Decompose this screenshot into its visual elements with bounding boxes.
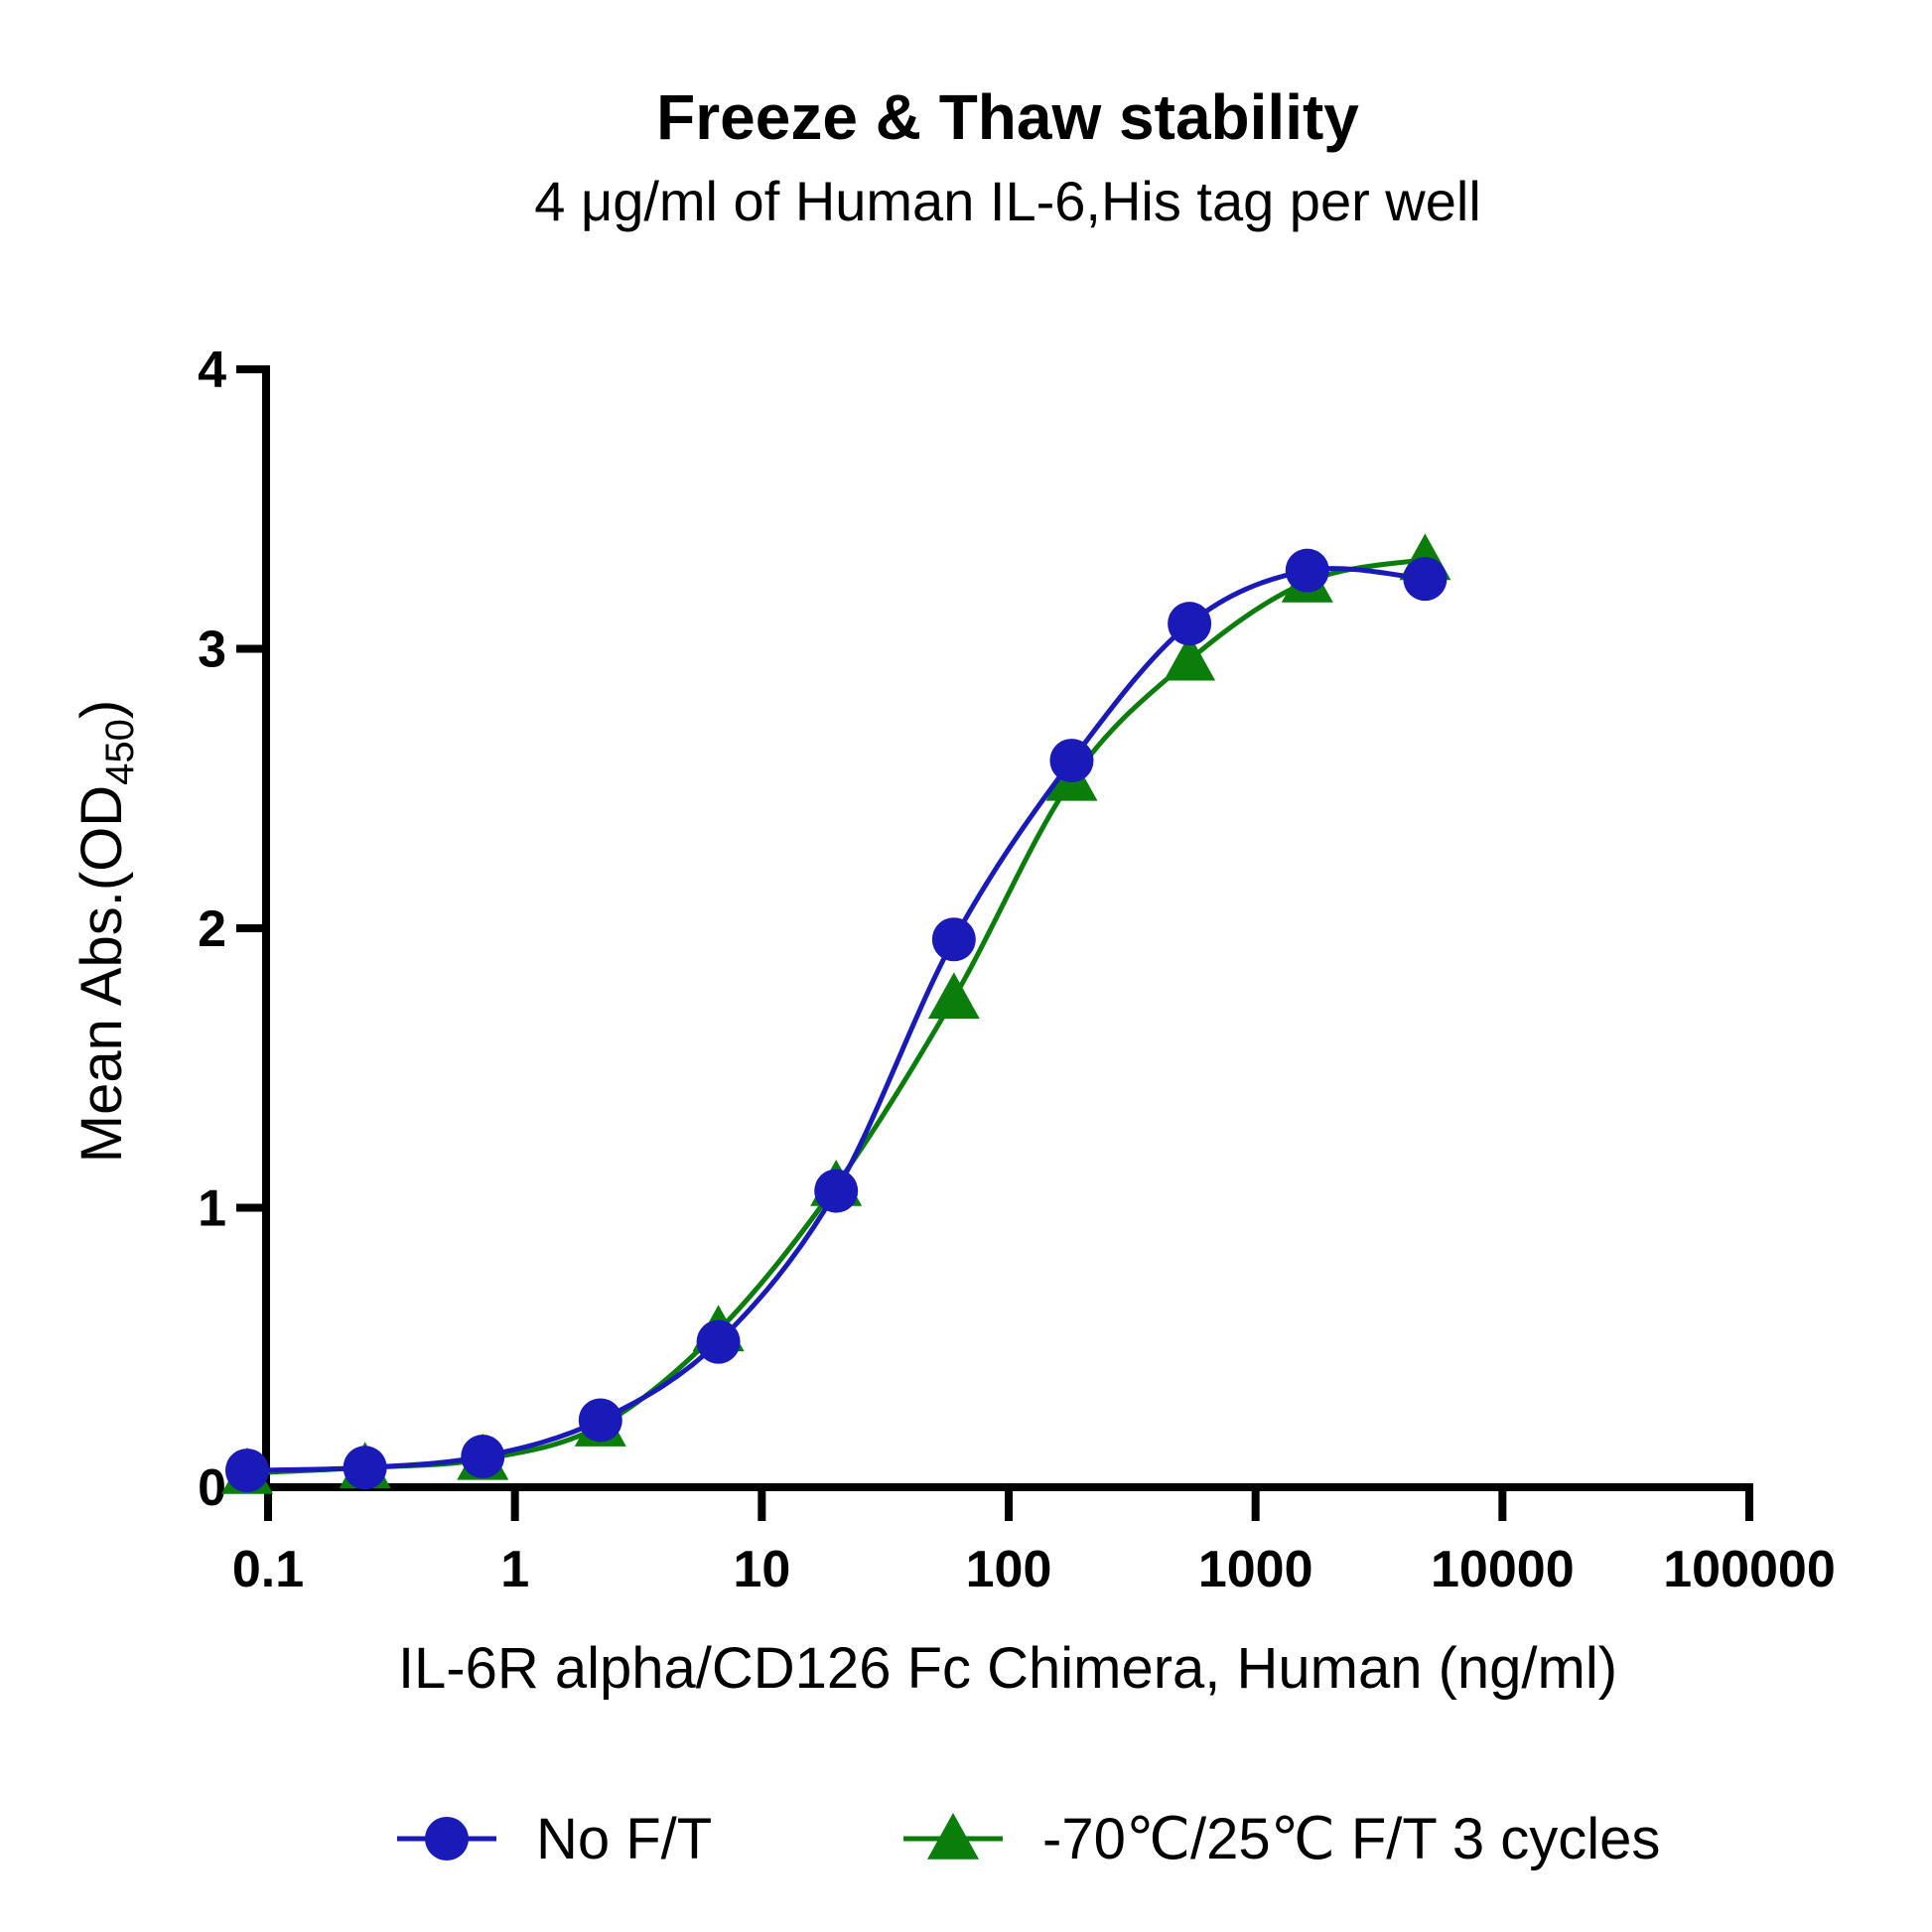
data-point-no-ft [1403,557,1448,602]
y-axis-label-main: Mean Abs.(OD [69,785,134,1163]
y-tick-label: 3 [198,621,226,679]
legend-label-no-ft: No F/T [536,1807,712,1871]
chart-subtitle: 4 μg/ml of Human IL-6,His tag per well [534,170,1481,232]
x-tick-label: 0.1 [232,1541,304,1598]
legend-marker-ft-3-cycles [927,1813,979,1860]
series-line-ft-3-cycles [246,556,1426,1476]
legend-marker-no-ft [425,1817,469,1861]
x-tick-label: 10 [733,1541,790,1598]
y-axis-label-subscript: 450 [98,719,142,785]
x-axis-label: IL-6R alpha/CD126 Fc Chimera, Human (ng/… [398,1636,1617,1701]
x-tick-label: 100 [966,1541,1052,1598]
chart-title: Freeze & Thaw stability [656,81,1359,153]
legend: No F/T -70℃/25℃ F/T 3 cycles [397,1807,1660,1871]
y-axis-label-close: ) [69,700,134,719]
data-point-no-ft [1049,739,1094,783]
data-point-ft-3-cycles [927,972,980,1020]
data-point-no-ft [461,1435,505,1479]
data-point-no-ft [1168,602,1212,646]
y-tick-label: 4 [198,342,226,399]
legend-label-ft-3-cycles: -70℃/25℃ F/T 3 cycles [1042,1807,1660,1871]
data-point-no-ft [343,1446,387,1490]
y-tick-label: 0 [198,1459,226,1517]
y-tick-label: 1 [198,1180,226,1238]
series-line-no-ft [246,566,1426,1473]
data-point-no-ft [1285,548,1329,593]
x-tick-label: 100000 [1663,1541,1836,1598]
y-tick-label: 2 [198,900,226,958]
data-point-no-ft [696,1319,741,1364]
data-point-ft-3-cycles [1164,633,1216,681]
data-point-no-ft [224,1449,269,1493]
x-tick-label: 1000 [1198,1541,1313,1598]
x-tick-label: 10000 [1431,1541,1575,1598]
data-point-no-ft [931,917,976,962]
x-tick-label: 1 [500,1541,529,1598]
plot-area: 0 1 2 3 4 0.1 1 10 100 1000 10000 100000 [198,342,1836,1598]
data-point-no-ft [814,1169,859,1213]
y-axis-label: Mean Abs.(OD450) [69,700,142,1163]
data-point-no-ft [578,1398,622,1443]
